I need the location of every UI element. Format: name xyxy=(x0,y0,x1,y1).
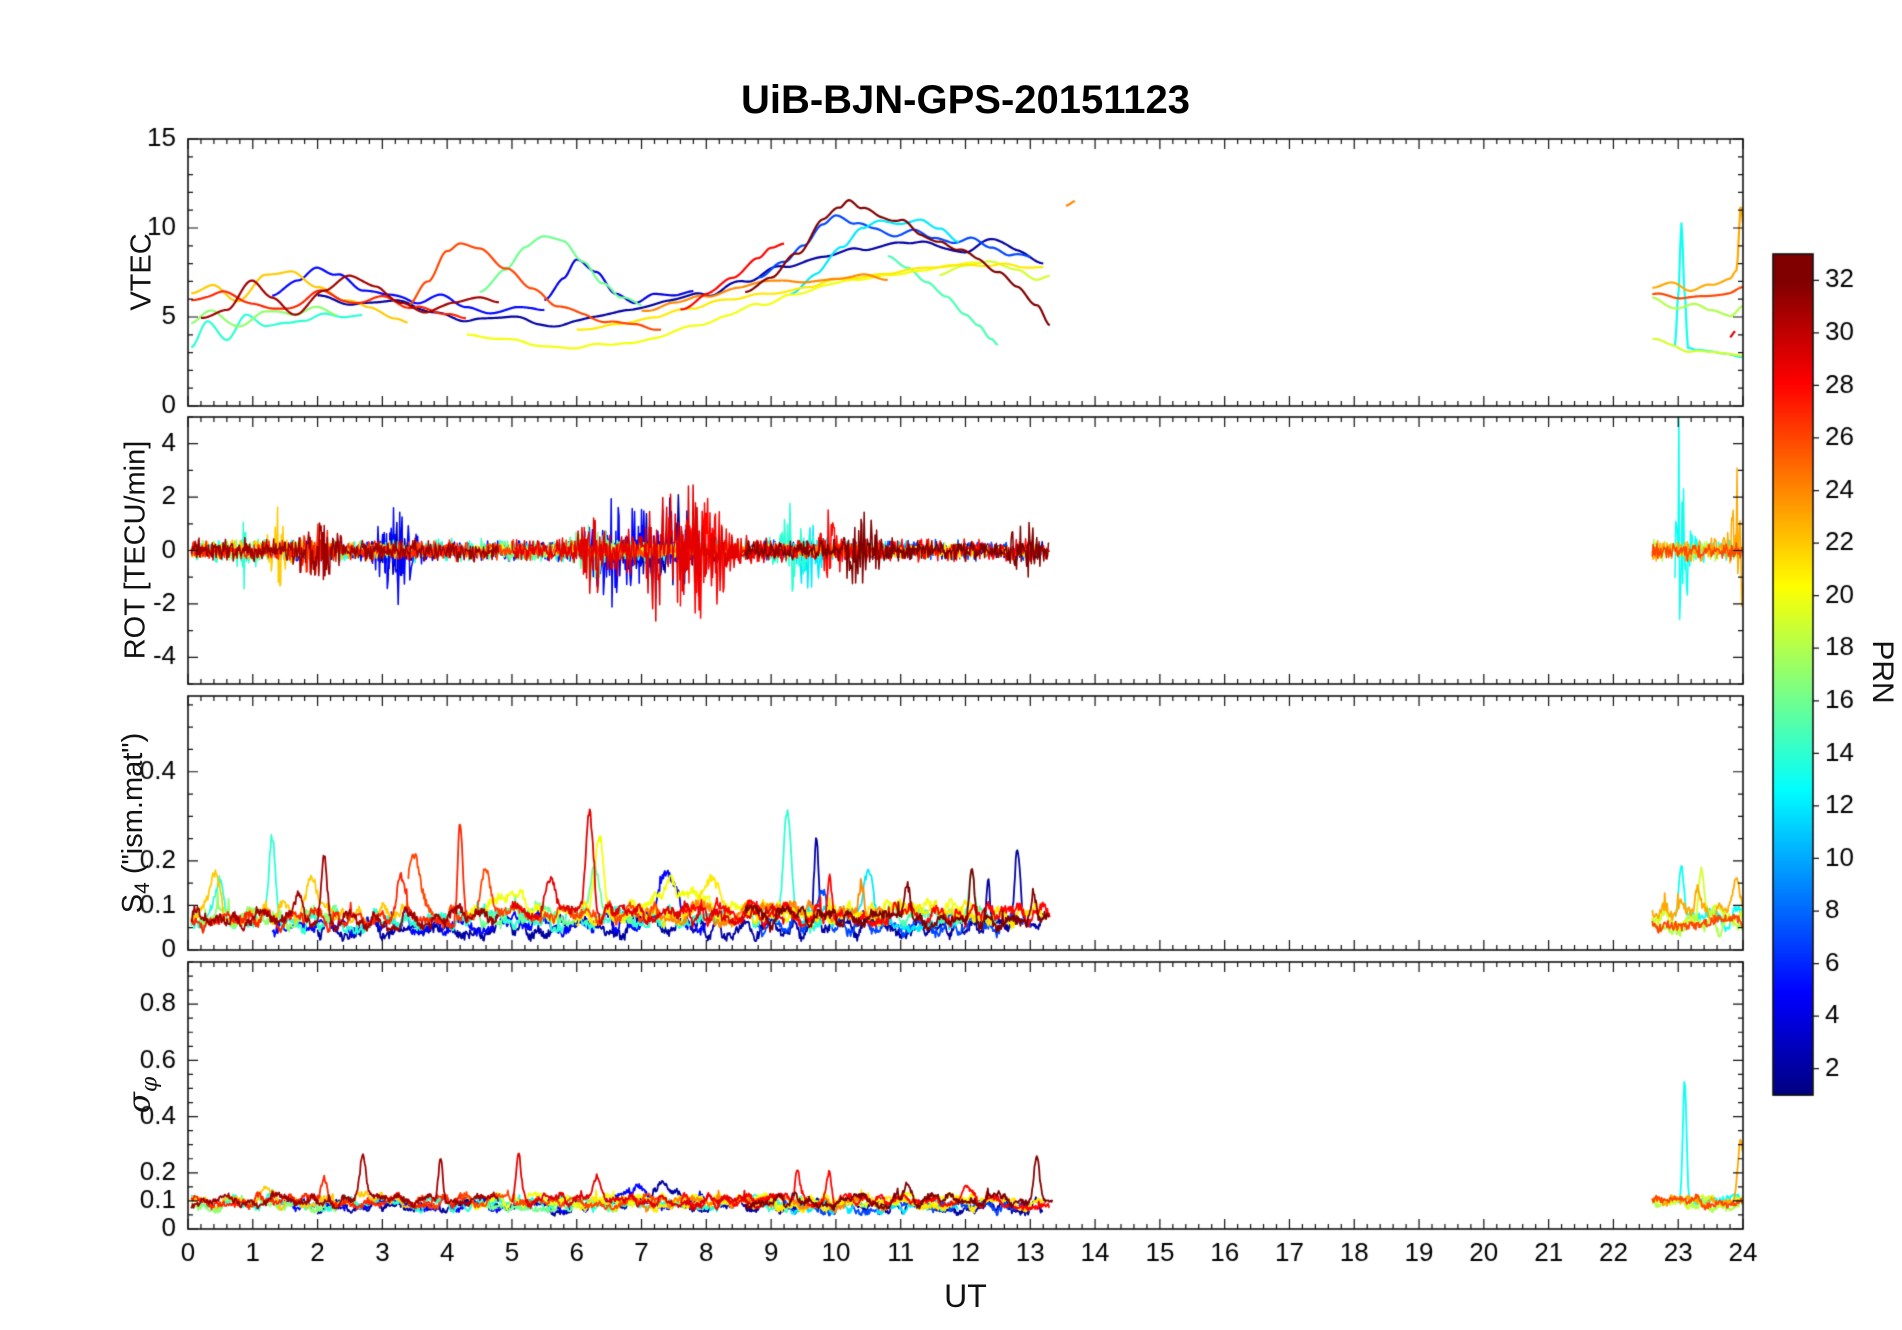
rot-ylabel: ROT [TECU/min] xyxy=(120,441,153,660)
s4-ylabel-prefix: S xyxy=(117,893,150,914)
rot-ylabel-text: ROT [TECU/min] xyxy=(119,440,152,660)
sigma-ylabel-sub: φ xyxy=(137,1076,163,1093)
sigma-phi-ylabel: σφ xyxy=(122,1077,163,1114)
ut-xlabel: UT xyxy=(944,1278,987,1314)
s4-ylabel-sub: 4 xyxy=(130,882,154,894)
s4-ylabel-suffix: ("ism.mat") xyxy=(117,732,150,883)
s4-ylabel: S4 ("ism.mat") xyxy=(117,733,155,914)
vtec-ylabel: VTEC xyxy=(126,233,159,310)
prn-colorbar-label: PRN xyxy=(1866,640,1899,704)
chart-title: UiB-BJN-GPS-20151123 xyxy=(740,78,1191,122)
vtec-ylabel-text: VTEC xyxy=(125,233,158,311)
sigma-ylabel-prefix: σ xyxy=(121,1092,158,1114)
